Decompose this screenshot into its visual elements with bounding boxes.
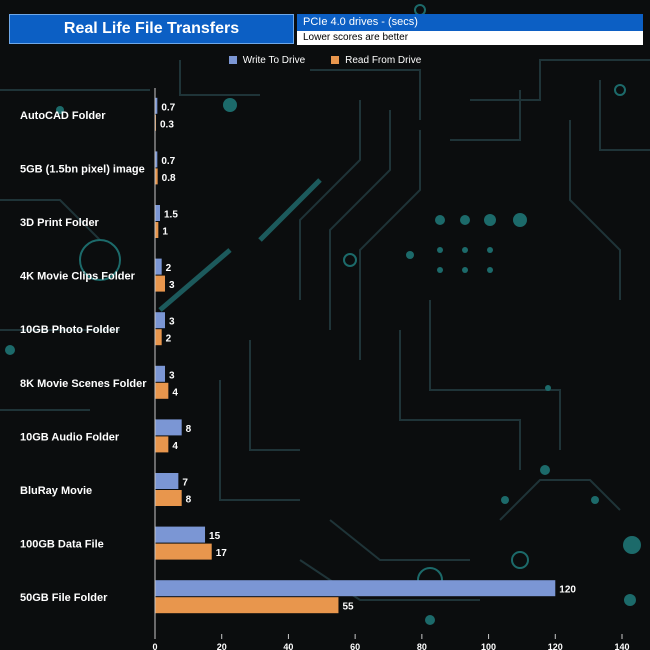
bar-read [155,382,169,399]
category-label: 8K Movie Scenes Folder [20,378,147,390]
bar-read [155,597,339,614]
data-label-write: 120 [559,585,576,596]
bar-write [155,580,556,597]
legend-swatch-read [331,56,340,64]
category-label: 4K Movie Clips Folder [20,271,136,283]
data-label-write: 2 [166,263,172,274]
bar-write [155,258,162,275]
data-label-read: 4 [172,387,178,398]
category-label: BluRay Movie [20,485,92,497]
bar-read [155,436,169,453]
data-label-read: 4 [172,441,178,452]
title-box: Real Life File Transfers [9,14,294,44]
data-label-write: 0.7 [161,156,175,167]
data-label-read: 0.8 [162,173,176,184]
x-tick-label: 20 [217,642,227,650]
x-tick-label: 40 [283,642,293,650]
data-label-write: 3 [169,370,175,381]
bar-write [155,205,161,221]
x-tick-label: 60 [350,642,360,650]
bar-write [155,312,166,329]
category-label: 10GB Photo Folder [20,324,120,336]
legend-label-write: Write To Drive [242,54,306,66]
data-label-write: 3 [169,317,175,328]
legend-item-write: Write To Drive [228,54,306,66]
x-tick-label: 80 [417,642,427,650]
legend: Write To Drive Read From Drive [0,52,650,68]
category-label: AutoCAD Folder [20,110,106,122]
data-label-read: 55 [342,602,354,613]
data-label-read: 0.3 [160,119,174,130]
x-tick-label: 120 [548,642,563,650]
data-label-read: 17 [216,548,228,559]
bar-read [155,329,162,346]
x-tick-label: 100 [481,642,496,650]
bar-write [155,365,166,382]
legend-swatch-write [228,56,237,64]
bar-write [155,473,179,489]
category-label: 3D Print Folder [20,217,100,229]
category-label: 50GB File Folder [20,592,108,604]
data-label-read: 1 [162,227,168,238]
data-label-read: 2 [166,334,172,345]
chart-title: Real Life File Transfers [63,20,240,37]
x-tick-label: 140 [614,642,629,650]
bar-read [155,275,166,292]
legend-item-read: Read From Drive [331,55,421,66]
data-label-write: 0.7 [161,102,175,113]
bar-write [155,419,182,436]
subtitle-note: Lower scores are better [297,31,643,45]
bar-write [155,97,158,114]
data-label-write: 15 [209,531,221,542]
bar-read [155,168,158,185]
bar-read [155,222,159,238]
bar-read [155,490,182,506]
x-tick-label: 0 [152,642,157,650]
bar-write [155,526,206,543]
category-label: 100GB Data File [20,539,104,551]
data-label-write: 7 [182,478,188,489]
legend-label-read: Read From Drive [345,54,422,66]
bar-read [155,114,157,131]
bar-write [155,151,158,168]
data-label-write: 8 [186,424,192,435]
data-label-read: 8 [186,495,192,506]
category-label: 10GB Audio Folder [20,431,120,443]
subtitle-units: PCIe 4.0 drives - (secs) [297,14,643,31]
data-label-read: 3 [169,280,175,291]
data-label-write: 1.5 [164,210,178,221]
bar-read [155,543,212,560]
category-label: 5GB (1.5bn pixel) image [20,163,145,175]
